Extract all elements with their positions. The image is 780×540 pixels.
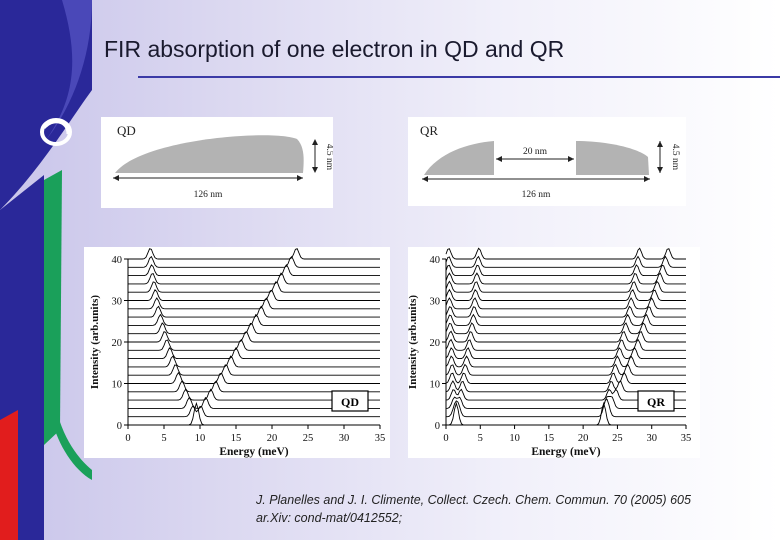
spectrum-line <box>128 322 380 335</box>
spectrum-line <box>128 355 380 368</box>
y-tick-label: 20 <box>112 338 123 349</box>
qr-width-label: 126 nm <box>522 190 551 200</box>
spectrum-line <box>128 380 380 393</box>
spectrum-line <box>445 280 686 293</box>
y-axis-label: Intensity (arb.units) <box>408 295 419 389</box>
y-tick-label: 0 <box>435 421 440 432</box>
spectrum-line <box>445 338 686 351</box>
spectrum-line <box>445 288 686 301</box>
spectrum-line <box>128 313 380 326</box>
y-tick-label: 30 <box>430 297 441 308</box>
spectrum-line <box>128 297 380 310</box>
x-axis-label: Energy (meV) <box>219 446 288 458</box>
deco-red-band <box>0 410 18 540</box>
x-tick-label: 5 <box>478 433 483 444</box>
deco-green-wave <box>52 400 92 480</box>
spectrum-line <box>128 371 380 384</box>
qd-spectra-plot: 0 5 10 15 20 25 30 35 0 10 20 30 40 Energy (meV) Inten… <box>84 247 390 458</box>
y-axis-label: Intensity (arb.units) <box>89 295 101 389</box>
spectrum-line <box>445 272 686 285</box>
y-tick-label: 40 <box>430 255 441 266</box>
spectrum-line <box>445 297 686 310</box>
qr-spectra-plot: 0 5 10 15 20 25 30 35 0 10 20 30 40 Energy (meV) Inten… <box>408 247 700 458</box>
spectrum-line <box>446 398 686 418</box>
plot-label: QR <box>647 395 665 409</box>
deco-blue-band <box>0 0 92 210</box>
spectrum-line <box>128 338 380 351</box>
y-tick-label: 10 <box>112 380 123 391</box>
spectrum-line <box>128 346 380 360</box>
deco-blue-swoosh <box>46 0 92 140</box>
spectrum-line <box>445 264 686 277</box>
spectrum-line <box>445 346 686 360</box>
qr-inner-label: 20 nm <box>523 147 548 157</box>
spectrum-line <box>128 405 380 418</box>
x-tick-label: 25 <box>612 433 623 444</box>
y-tick-label: 40 <box>112 255 123 266</box>
x-tick-label: 20 <box>267 433 278 444</box>
spectrum-line <box>445 255 686 268</box>
spectrum-line <box>445 330 686 343</box>
x-tick-label: 20 <box>578 433 589 444</box>
spectrum-line <box>128 248 380 260</box>
citation-line-1: J. Planelles and J. I. Climente, Collect… <box>256 493 691 507</box>
qd-schematic: QD 4.5 nm 126 nm <box>101 117 333 208</box>
plot-label-box <box>637 390 675 412</box>
citation: J. Planelles and J. I. Climente, Collect… <box>256 491 691 527</box>
plot-label-box <box>331 390 369 412</box>
spectrum-line <box>445 247 686 260</box>
qd-schematic-label: QD <box>117 123 136 138</box>
x-tick-label: 30 <box>646 433 657 444</box>
x-tick-label: 15 <box>544 433 555 444</box>
qr-left-lobe <box>424 141 494 175</box>
qd-height-label: 4.5 nm <box>324 144 333 171</box>
deco-green-band <box>44 170 62 445</box>
spectrum-line <box>445 313 686 326</box>
citation-line-2: ar.Xiv: cond-mat/0412552; <box>256 511 403 525</box>
spectrum-line <box>445 363 686 376</box>
left-decoration <box>0 0 100 540</box>
x-tick-label: 0 <box>125 433 130 444</box>
spectrum-line <box>128 289 380 301</box>
plot-label: QD <box>341 395 359 409</box>
x-tick-label: 15 <box>231 433 242 444</box>
spectrum-line <box>445 305 686 318</box>
spectrum-line <box>128 281 380 293</box>
spectrum-line <box>445 322 686 335</box>
qr-height-label: 4.5 nm <box>670 144 680 171</box>
spectrum-line <box>128 255 380 268</box>
x-tick-label: 35 <box>375 433 386 444</box>
title-underline <box>138 76 780 78</box>
deco-swirl <box>40 118 72 146</box>
y-tick-label: 20 <box>430 338 441 349</box>
deco-swirl-tail <box>42 120 70 135</box>
x-tick-label: 5 <box>161 433 166 444</box>
spectrum-line <box>445 371 686 384</box>
spectrum-line <box>128 272 380 285</box>
qr-schematic-label: QR <box>420 123 438 138</box>
qd-dome-shape <box>115 135 304 173</box>
spectrum-line <box>128 263 380 277</box>
x-tick-label: 10 <box>195 433 206 444</box>
y-tick-label: 10 <box>430 380 441 391</box>
spectrum-line <box>128 364 380 376</box>
x-axis-label: Energy (meV) <box>531 446 600 458</box>
y-tick-label: 30 <box>112 297 123 308</box>
qd-width-label: 126 nm <box>194 190 223 200</box>
x-tick-label: 25 <box>303 433 314 444</box>
y-tick-label: 0 <box>117 421 122 432</box>
x-tick-label: 30 <box>339 433 350 444</box>
spectrum-line <box>445 355 686 368</box>
slide-title: FIR absorption of one electron in QD and… <box>104 36 565 62</box>
spectrum-line <box>128 305 380 318</box>
x-tick-label: 10 <box>509 433 520 444</box>
qr-schematic: QR 20 nm 4.5 nm 126 nm <box>408 117 686 206</box>
x-tick-label: 35 <box>681 433 692 444</box>
qr-right-lobe <box>576 141 649 175</box>
x-tick-label: 0 <box>443 433 448 444</box>
spectrum-line <box>445 380 686 393</box>
spectrum-line <box>128 331 380 343</box>
